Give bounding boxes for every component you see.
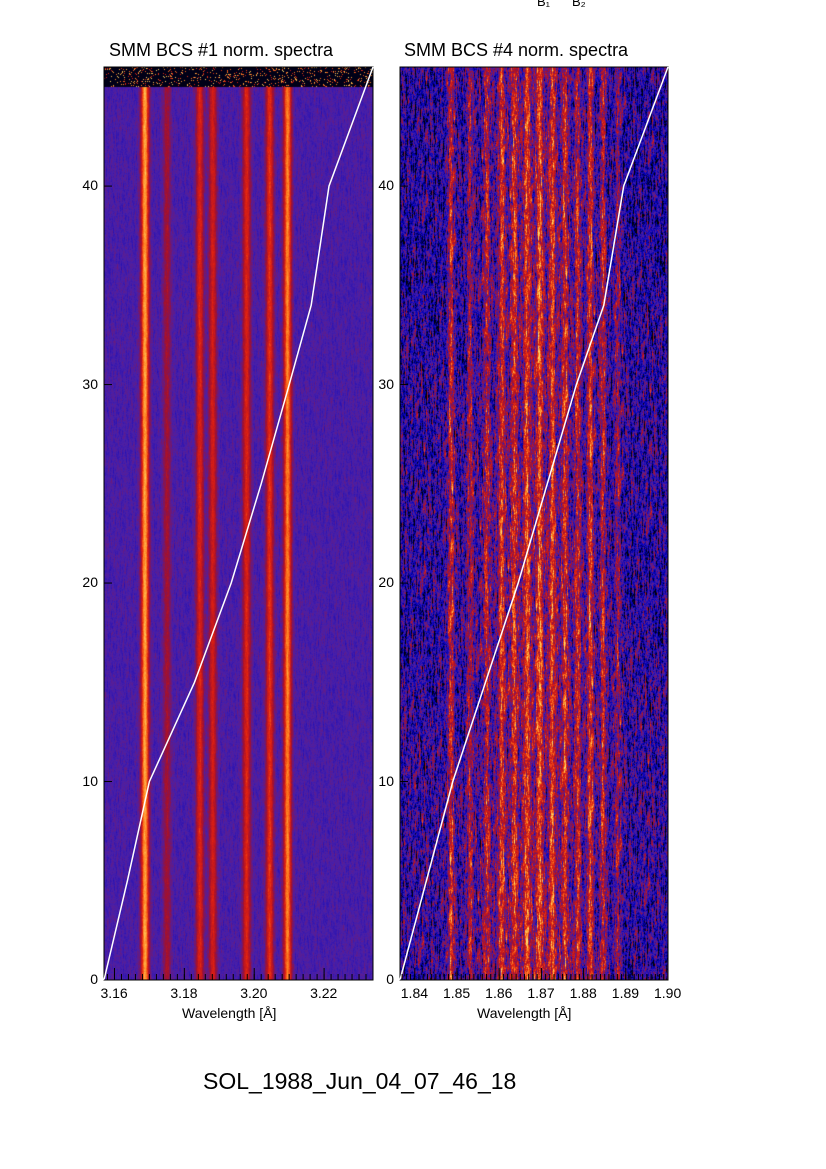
panel1-frame	[103, 66, 374, 981]
top-label-b1: B₁	[537, 0, 551, 9]
event-id-label: SOL_1988_Jun_04_07_46_18	[203, 1068, 517, 1094]
panel2-xlabel: Wavelength [Å]	[477, 1005, 572, 1021]
x-tick-label: 1.84	[400, 985, 429, 1001]
x-tick-label: 1.90	[654, 985, 682, 1001]
y-tick-label: 30	[82, 375, 98, 392]
panel1-heatmap	[104, 67, 373, 980]
x-tick-label: 1.87	[527, 985, 555, 1001]
y-tick-label: 10	[82, 772, 98, 789]
panel2-heatmap	[400, 67, 668, 980]
top-label-b2: B₂	[572, 0, 586, 9]
y-tick-label: 40	[378, 177, 394, 194]
panel1-title: SMM BCS #1 norm. spectra	[109, 40, 334, 60]
y-tick-label: 10	[378, 772, 394, 789]
y-tick-label: 0	[90, 971, 98, 987]
x-tick-label: 1.88	[569, 985, 597, 1001]
y-tick-label: 0	[386, 971, 394, 987]
y-tick-label: 30	[378, 375, 394, 392]
panel2-curve	[399, 66, 669, 981]
panel1-curve	[103, 66, 374, 981]
y-tick-label: 20	[378, 574, 394, 591]
x-tick-label: 1.86	[485, 985, 513, 1001]
x-tick-label: 3.20	[240, 985, 268, 1001]
y-tick-label: 40	[82, 177, 98, 194]
panel2-title: SMM BCS #4 norm. spectra	[404, 40, 629, 60]
x-tick-label: 3.22	[310, 985, 338, 1001]
x-tick-label: 1.89	[611, 985, 640, 1001]
x-tick-label: 1.85	[442, 985, 471, 1001]
panel1-xlabel: Wavelength [Å]	[182, 1005, 277, 1021]
panel2-frame	[399, 66, 669, 981]
x-tick-label: 3.18	[170, 985, 198, 1001]
y-tick-label: 20	[82, 574, 98, 591]
x-tick-label: 3.16	[100, 985, 128, 1001]
